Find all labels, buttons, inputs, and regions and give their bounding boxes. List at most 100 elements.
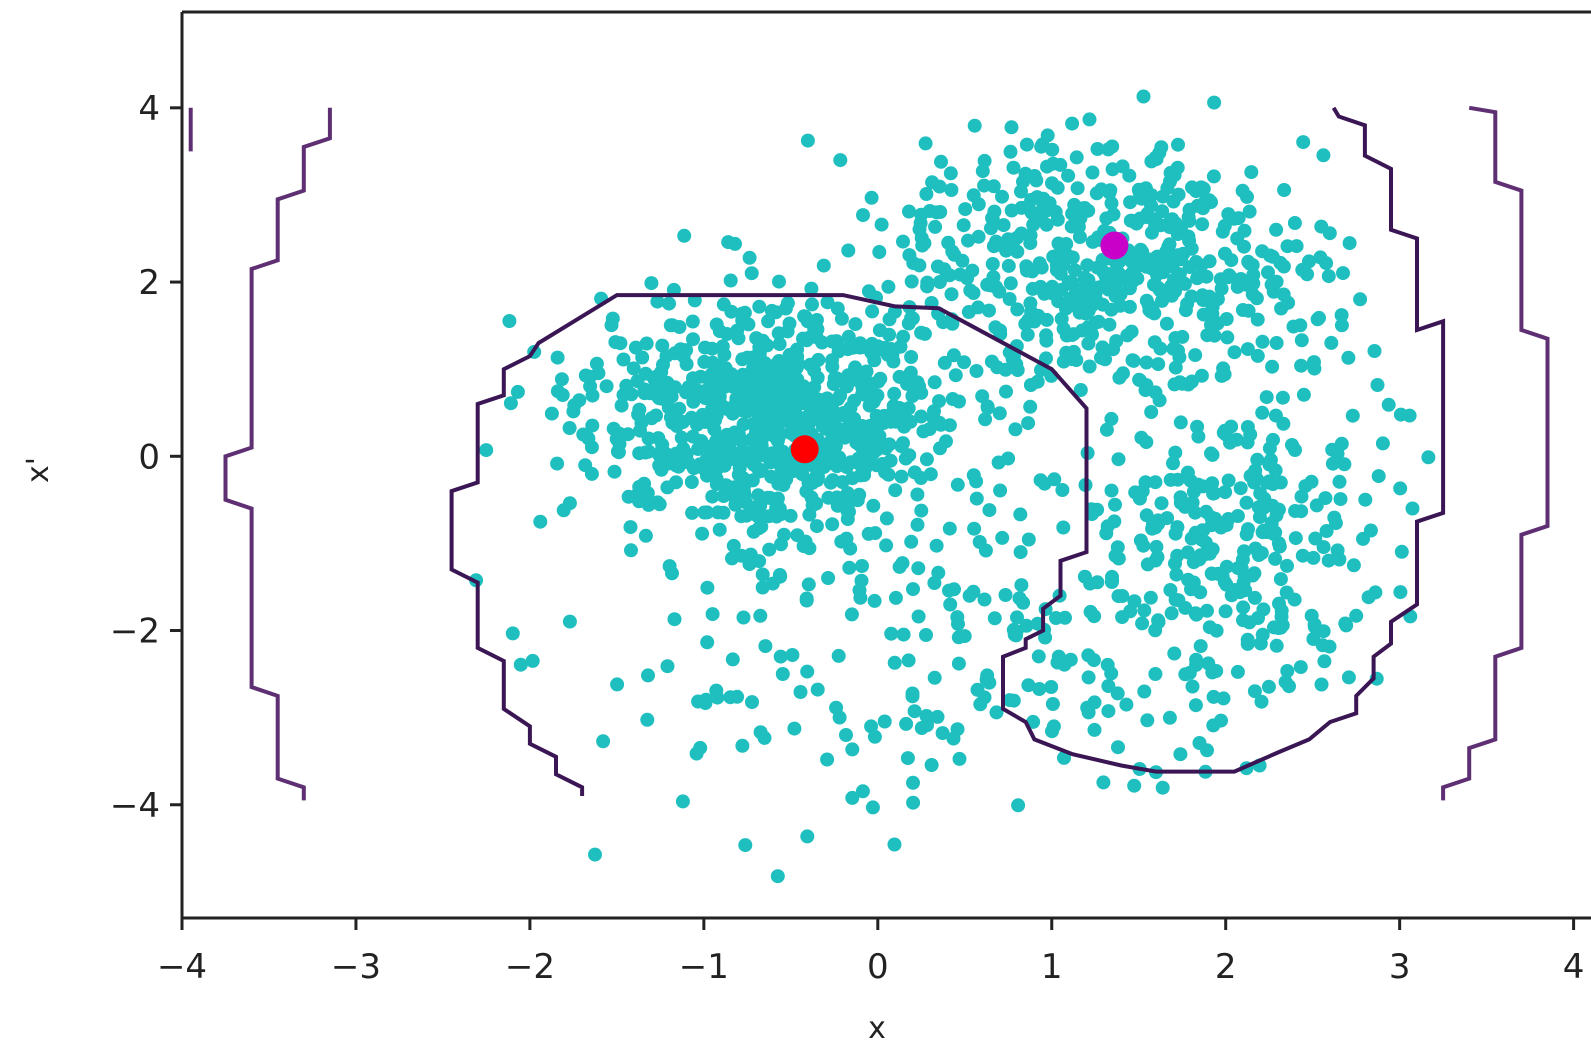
scatter-point bbox=[1201, 656, 1216, 671]
scatter-point bbox=[1238, 583, 1253, 598]
scatter-point bbox=[992, 406, 1007, 421]
scatter-point bbox=[751, 461, 766, 476]
scatter-point bbox=[672, 401, 687, 416]
scatter-point bbox=[810, 682, 825, 697]
scatter-point bbox=[866, 394, 881, 409]
contour-right-outer bbox=[1441, 105, 1550, 801]
scatter-point bbox=[901, 653, 916, 668]
scatter-point bbox=[1026, 217, 1041, 232]
scatter-point bbox=[1006, 160, 1021, 175]
scatter-point bbox=[933, 441, 947, 456]
scatter-point bbox=[877, 340, 892, 355]
scatter-point bbox=[608, 335, 623, 350]
scatter-point bbox=[868, 526, 883, 541]
scatter-point bbox=[905, 686, 920, 701]
scatter-point bbox=[1224, 419, 1239, 434]
scatter-point bbox=[1296, 135, 1311, 150]
scatter-point bbox=[724, 367, 739, 382]
scatter-point bbox=[919, 628, 933, 642]
scatter-point bbox=[1241, 303, 1256, 318]
scatter-point bbox=[711, 505, 725, 520]
scatter-point bbox=[1086, 653, 1101, 668]
scatter-point bbox=[872, 428, 887, 443]
scatter-point bbox=[881, 279, 896, 294]
scatter-point bbox=[1132, 373, 1147, 388]
scatter-point bbox=[904, 534, 919, 549]
scatter-point bbox=[1236, 613, 1250, 628]
scatter-point bbox=[1171, 343, 1185, 358]
scatter-point bbox=[910, 517, 925, 532]
scatter-point bbox=[1306, 550, 1321, 565]
scatter-point bbox=[1240, 342, 1255, 357]
scatter-point bbox=[1287, 216, 1302, 230]
scatter-point bbox=[1214, 281, 1229, 296]
scatter-point bbox=[1281, 295, 1296, 310]
scatter-point bbox=[804, 490, 819, 505]
scatter-point bbox=[776, 478, 791, 492]
scatter-point bbox=[1381, 397, 1396, 412]
scatter-point bbox=[1156, 265, 1170, 280]
scatter-point bbox=[1298, 479, 1313, 494]
scatter-point bbox=[1293, 660, 1308, 675]
scatter-point bbox=[1241, 254, 1256, 269]
scatter-point bbox=[1019, 618, 1034, 633]
scatter-point bbox=[742, 250, 757, 265]
scatter-point bbox=[1013, 507, 1028, 522]
y-tick-label: −4 bbox=[110, 786, 160, 826]
scatter-point bbox=[840, 342, 855, 357]
scatter-point bbox=[1039, 351, 1053, 366]
scatter-point bbox=[1346, 558, 1361, 573]
scatter-point bbox=[1266, 432, 1280, 447]
scatter-point bbox=[1067, 263, 1082, 278]
scatter-point bbox=[611, 445, 626, 460]
scatter-point bbox=[550, 384, 565, 399]
scatter-point bbox=[956, 218, 971, 233]
scatter-point bbox=[886, 354, 901, 369]
x-tick-label: 3 bbox=[1389, 947, 1411, 987]
scatter-point bbox=[1111, 740, 1125, 755]
scatter-point bbox=[951, 630, 966, 645]
scatter-point bbox=[801, 577, 816, 592]
scatter-point bbox=[741, 317, 756, 332]
scatter-point bbox=[1136, 538, 1151, 553]
scatter-point bbox=[947, 582, 961, 597]
scatter-point bbox=[1024, 304, 1039, 319]
scatter-point bbox=[951, 656, 966, 671]
scatter-point bbox=[1168, 331, 1183, 345]
scatter-point bbox=[993, 323, 1008, 338]
scatter-point bbox=[1229, 432, 1244, 447]
scatter-point bbox=[1122, 168, 1137, 183]
scatter-point bbox=[562, 421, 577, 435]
scatter-point bbox=[957, 355, 971, 370]
scatter-point bbox=[984, 221, 998, 236]
scatter-point bbox=[887, 386, 902, 401]
scatter-point bbox=[1111, 452, 1126, 467]
scatter-point bbox=[1056, 520, 1071, 535]
scatter-point bbox=[1035, 137, 1050, 152]
scatter-point bbox=[856, 208, 870, 223]
scatter-point bbox=[774, 460, 789, 475]
scatter-point bbox=[1009, 230, 1024, 245]
scatter-point bbox=[1098, 352, 1113, 367]
scatter-point bbox=[1053, 266, 1068, 281]
scatter-point bbox=[632, 446, 647, 461]
scatter-point bbox=[1220, 330, 1235, 345]
scatter-point bbox=[1100, 519, 1115, 534]
scatter-point bbox=[1255, 244, 1270, 259]
scatter-point bbox=[1036, 191, 1051, 206]
scatter-point bbox=[1168, 360, 1183, 375]
scatter-point bbox=[759, 363, 774, 378]
scatter-point bbox=[1180, 545, 1195, 560]
scatter-point bbox=[1268, 551, 1283, 566]
scatter-point bbox=[1090, 142, 1105, 156]
scatter-point bbox=[995, 189, 1009, 204]
scatter-point bbox=[1148, 385, 1163, 400]
scatter-point bbox=[1123, 195, 1138, 210]
scatter-point bbox=[1033, 279, 1048, 294]
scatter-point bbox=[1296, 387, 1311, 402]
scatter-point bbox=[710, 690, 725, 705]
scatter-point bbox=[1024, 205, 1039, 220]
scatter-point bbox=[840, 504, 855, 519]
scatter-point bbox=[1173, 747, 1188, 762]
